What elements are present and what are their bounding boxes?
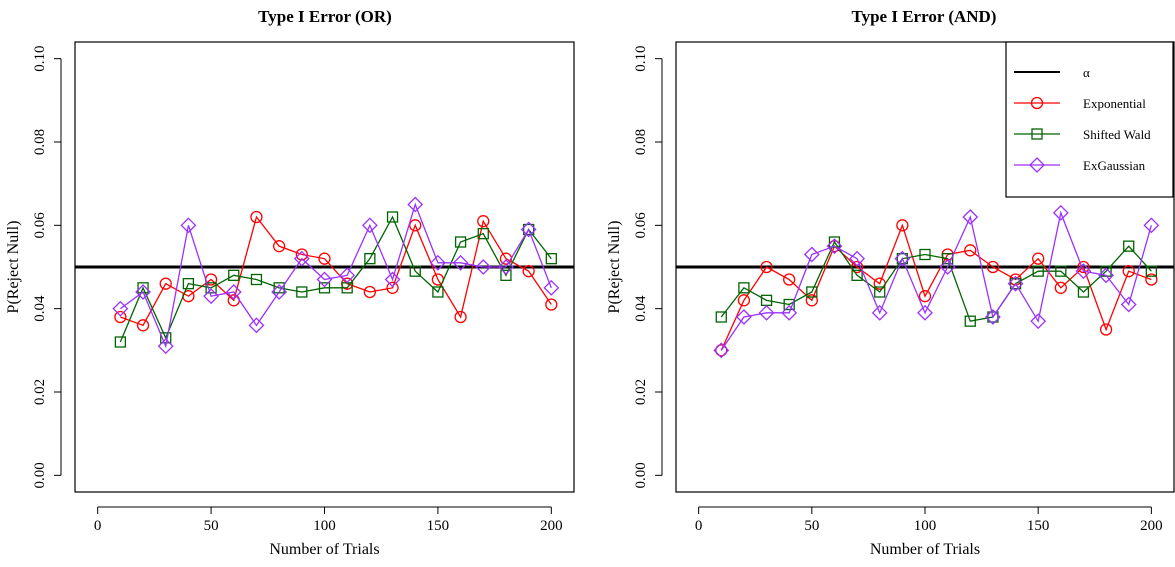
y-axis-label: P(Reject Null) — [5, 221, 22, 314]
y-tick-label: 0.04 — [633, 295, 649, 322]
x-tick-label: 200 — [1140, 518, 1163, 534]
x-axis-label: Number of Trials — [870, 541, 980, 558]
chart-panel-1: Type I Error (OR) 0 50 100 150 200 Number of T… — [5, 7, 574, 558]
x-tick-label: 100 — [914, 518, 937, 534]
y-tick-label: 0.10 — [32, 46, 48, 72]
chart-panel-2: Type I Error (AND) 0 50 100 150 200 Number of … — [606, 7, 1174, 558]
series-line — [120, 217, 551, 342]
y-tick-label: 0.08 — [633, 129, 649, 155]
series-line — [721, 225, 1151, 350]
x-tick-label: 150 — [427, 518, 450, 534]
y-tick-label: 0.02 — [633, 379, 649, 405]
series-exponential — [115, 212, 557, 331]
x-tick-label: 0 — [94, 518, 102, 534]
y-tick-label: 0.10 — [633, 46, 649, 72]
x-tick-label: 0 — [695, 518, 703, 534]
x-tick-label: 200 — [540, 518, 563, 534]
x-tick-label: 100 — [313, 518, 336, 534]
x-tick-label: 150 — [1027, 518, 1050, 534]
y-tick-label: 0.06 — [633, 212, 649, 239]
y-axis-label: P(Reject Null) — [606, 221, 623, 314]
y-tick-label: 0.04 — [32, 295, 48, 322]
y-tick-label: 0.00 — [32, 462, 48, 488]
series-line — [721, 213, 1151, 351]
x-tick-label: 50 — [204, 518, 219, 534]
y-tick-label: 0.06 — [32, 212, 48, 239]
series-exponential — [716, 220, 1157, 356]
legend-label: α — [1083, 65, 1090, 80]
legend-label: Exponential — [1083, 96, 1146, 111]
chart-title: Type I Error (OR) — [258, 7, 392, 26]
x-axis-label: Number of Trials — [269, 541, 379, 558]
series-exgaussian — [113, 198, 558, 354]
y-tick-label: 0.00 — [633, 462, 649, 488]
legend-label: ExGaussian — [1083, 158, 1146, 173]
series-exgaussian — [714, 206, 1158, 358]
chart-title: Type I Error (AND) — [852, 7, 997, 26]
y-tick-label: 0.02 — [32, 379, 48, 405]
x-tick-label: 50 — [804, 518, 819, 534]
y-tick-label: 0.08 — [32, 129, 48, 155]
legend-label: Shifted Wald — [1083, 127, 1151, 142]
legend: α Exponential Shifted Wald ExGaussian — [1006, 42, 1173, 197]
